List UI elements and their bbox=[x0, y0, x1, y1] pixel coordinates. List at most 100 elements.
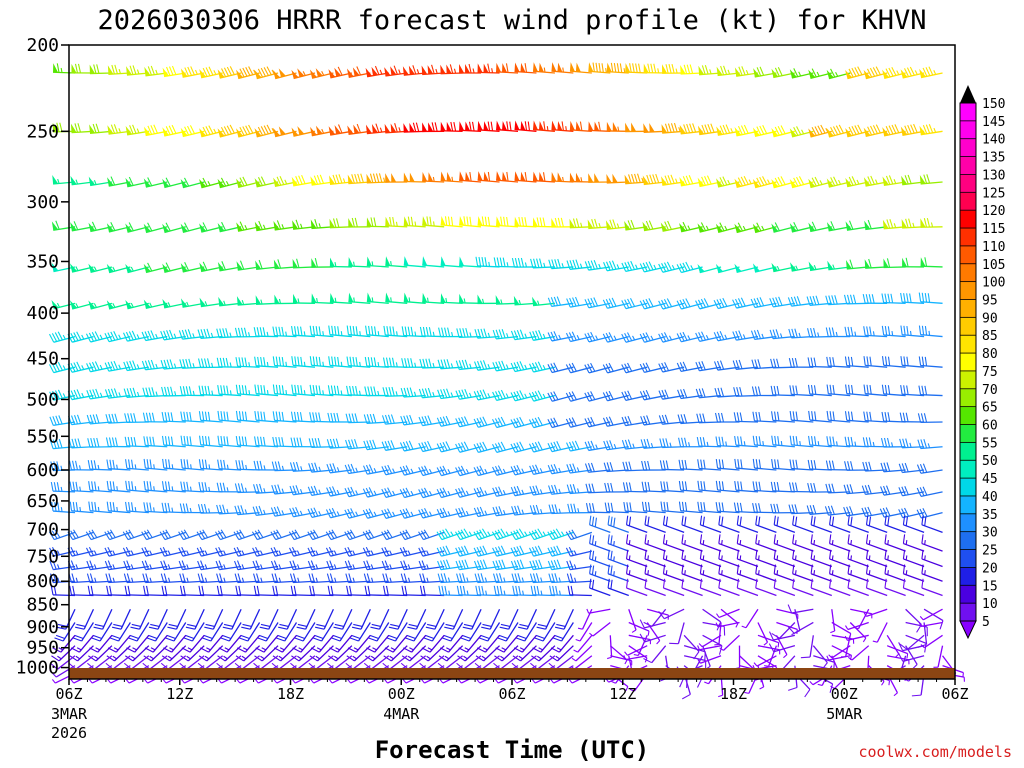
barb-feather bbox=[718, 549, 721, 560]
barb-feather bbox=[666, 502, 669, 512]
barb-flag bbox=[465, 121, 471, 131]
barb-feather bbox=[610, 62, 614, 73]
barb-feather bbox=[123, 361, 128, 371]
barb-feather bbox=[568, 392, 574, 401]
barb-feather bbox=[351, 626, 362, 630]
barb-feather bbox=[439, 508, 445, 518]
barb-feather bbox=[185, 503, 189, 513]
barb-feather bbox=[202, 67, 208, 77]
barb-staff bbox=[366, 594, 389, 597]
barb-feather bbox=[474, 573, 479, 583]
barb-feather bbox=[923, 439, 928, 449]
barb-feather bbox=[478, 256, 482, 267]
barb-feather bbox=[167, 386, 171, 396]
wind-barb bbox=[234, 327, 260, 338]
barb-feather bbox=[445, 528, 451, 537]
wind-barb bbox=[847, 534, 869, 552]
barb-feather bbox=[716, 331, 722, 341]
barb-feather bbox=[554, 504, 558, 514]
barb-feather bbox=[72, 585, 76, 596]
barb-feather bbox=[330, 585, 334, 596]
barb-staff bbox=[108, 510, 131, 514]
barb-feather bbox=[114, 437, 118, 447]
barb-feather bbox=[647, 502, 651, 512]
barb-feather bbox=[183, 481, 186, 491]
barb-feather bbox=[667, 220, 672, 230]
barb-feather bbox=[732, 299, 737, 309]
barb-half-feather bbox=[488, 261, 491, 267]
barb-feather bbox=[381, 547, 387, 557]
barb-feather bbox=[141, 531, 147, 540]
barb-feather bbox=[141, 360, 146, 370]
barb-half-feather bbox=[285, 361, 288, 367]
barb-feather bbox=[593, 297, 599, 307]
wind-barb bbox=[292, 219, 316, 230]
barb-staff bbox=[644, 573, 666, 582]
barb-staff bbox=[514, 366, 537, 373]
barb-feather bbox=[594, 218, 598, 228]
barb-feather bbox=[160, 331, 165, 341]
wind-barb bbox=[88, 481, 112, 493]
wind-barb bbox=[715, 222, 740, 234]
barb-feather bbox=[458, 487, 464, 497]
barb-staff bbox=[828, 419, 851, 423]
barb-feather bbox=[370, 357, 374, 367]
barb-feather bbox=[314, 626, 325, 630]
barb-staff bbox=[514, 550, 537, 557]
wind-barb bbox=[660, 481, 685, 493]
barb-feather bbox=[233, 531, 240, 540]
barb-feather bbox=[645, 261, 651, 271]
barb-feather bbox=[754, 359, 758, 369]
barb-staff bbox=[330, 491, 352, 497]
barb-feather bbox=[866, 356, 869, 366]
barb-half-feather bbox=[131, 577, 134, 583]
barb-feather bbox=[56, 63, 60, 73]
barb-feather bbox=[109, 585, 112, 596]
barb-feather bbox=[517, 257, 521, 268]
barb-feather bbox=[762, 176, 768, 185]
barb-half-feather bbox=[426, 297, 429, 303]
barb-feather bbox=[870, 175, 875, 185]
wind-barb bbox=[69, 481, 94, 493]
barb-feather bbox=[241, 411, 245, 421]
barb-staff bbox=[422, 550, 445, 557]
barb-feather bbox=[349, 585, 352, 596]
barb-feather bbox=[114, 413, 118, 423]
barb-feather bbox=[309, 325, 313, 335]
barb-feather bbox=[422, 573, 426, 583]
barb-feather bbox=[826, 410, 829, 421]
barb-feather bbox=[795, 436, 798, 446]
barb-staff bbox=[644, 302, 666, 310]
barb-feather bbox=[739, 412, 743, 422]
barb-feather bbox=[885, 175, 891, 185]
wind-barb bbox=[530, 585, 555, 597]
barb-feather bbox=[412, 122, 417, 132]
barb-feather bbox=[714, 412, 719, 423]
barb-staff bbox=[330, 550, 353, 557]
barb-feather bbox=[243, 327, 248, 337]
barb-feather bbox=[238, 460, 242, 470]
barb-staff bbox=[625, 302, 648, 310]
barb-staff bbox=[108, 565, 131, 571]
barb-staff bbox=[83, 608, 95, 630]
barb-feather bbox=[292, 507, 297, 517]
barb-feather bbox=[54, 502, 57, 512]
barb-feather bbox=[438, 585, 442, 595]
barb-half-feather bbox=[428, 468, 433, 474]
wind-barb bbox=[826, 410, 851, 423]
barb-feather bbox=[528, 392, 535, 402]
barb-half-feather bbox=[410, 511, 414, 517]
barb-half-feather bbox=[204, 550, 208, 556]
barb-feather bbox=[238, 585, 242, 596]
barb-feather bbox=[795, 459, 798, 470]
barb-feather bbox=[347, 530, 353, 539]
barb-feather bbox=[759, 125, 765, 135]
barb-feather bbox=[734, 480, 737, 491]
barb-feather bbox=[477, 328, 482, 339]
wind-barb bbox=[85, 529, 113, 541]
barb-staff bbox=[366, 446, 389, 451]
barb-flag bbox=[71, 63, 77, 73]
barb-feather bbox=[905, 412, 909, 422]
barb-flag bbox=[162, 223, 170, 233]
barb-half-feather bbox=[540, 577, 543, 583]
